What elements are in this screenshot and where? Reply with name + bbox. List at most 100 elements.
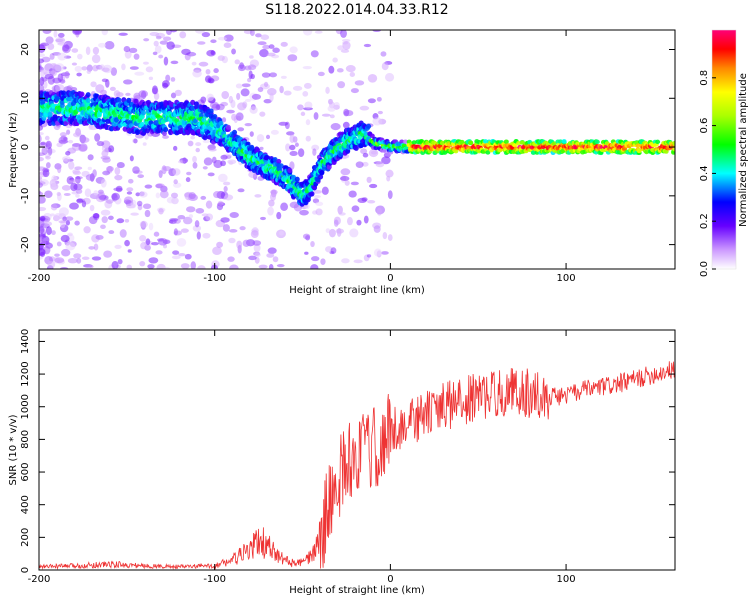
heatmap-cell (672, 141, 675, 147)
heatmap-cell (59, 132, 68, 137)
heatmap-cell (636, 148, 642, 154)
heatmap-cell (303, 82, 312, 89)
heatmap-cell (259, 49, 269, 58)
heatmap-cell (257, 41, 267, 46)
heatmap-cell (192, 69, 202, 78)
heatmap-cell (262, 44, 270, 50)
heatmap-cell (272, 157, 278, 163)
heatmap-cell (305, 203, 310, 210)
heatmap-cell (181, 48, 191, 56)
heatmap-cell (269, 192, 276, 202)
heatmap-cell (90, 81, 97, 88)
heatmap-cell (267, 206, 274, 216)
heatmap-cell (671, 150, 675, 155)
heatmap-cell (174, 89, 182, 97)
heatmap-cell (170, 92, 177, 99)
heatmap-cell (252, 240, 262, 246)
heatmap-cell (359, 105, 370, 111)
heatmap-cell (166, 30, 172, 36)
heatmap-cell (84, 188, 92, 198)
heatmap-cell (289, 150, 298, 157)
heatmap-cell (39, 58, 45, 64)
heatmap-cell (117, 259, 123, 265)
heatmap-cell (330, 123, 341, 131)
heatmap-cell (223, 194, 234, 201)
heatmap-cell (153, 231, 160, 237)
heatmap-cell (134, 71, 145, 76)
heatmap-cell (62, 45, 71, 54)
heatmap-cell (340, 49, 350, 53)
heatmap-cell (318, 174, 324, 180)
heatmap-cell (58, 220, 67, 224)
heatmap-cell (185, 177, 191, 183)
heatmap-cell (74, 65, 83, 73)
heatmap-cell (96, 141, 105, 147)
heatmap-cell (387, 234, 393, 242)
heatmap-cell (321, 165, 327, 171)
heatmap-cell (92, 169, 97, 178)
heatmap-cell (335, 228, 345, 234)
heatmap-cell (39, 66, 43, 71)
heatmap-cell (202, 139, 211, 144)
heatmap-cell (200, 195, 207, 200)
heatmap-cell (123, 79, 133, 85)
heatmap-cell (113, 90, 121, 98)
heatmap-cell (185, 206, 196, 213)
heatmap-cell (468, 140, 474, 145)
heatmap-cell (380, 51, 387, 57)
heatmap-cell (250, 73, 255, 80)
heatmap-cell (71, 48, 79, 53)
heatmap-cell (67, 257, 78, 264)
heatmap-cell (266, 52, 276, 57)
heatmap-cell (255, 33, 262, 38)
heatmap-cell (85, 97, 91, 103)
heatmap-cell (260, 34, 270, 41)
heatmap-cell (71, 62, 78, 66)
heatmap-cell (333, 102, 340, 110)
heatmap-cell (289, 144, 296, 151)
heatmap-cell (45, 155, 51, 160)
heatmap-cell (381, 156, 391, 165)
heatmap-cell (95, 84, 105, 93)
heatmap-cell (158, 208, 164, 215)
heatmap-cell (309, 191, 315, 197)
heatmap-cell (155, 250, 163, 255)
heatmap-cell (162, 82, 169, 89)
heatmap-cell (228, 237, 236, 244)
heatmap-cell (116, 162, 125, 169)
heatmap-cell (289, 161, 295, 170)
colorbar-ticks: 0.0 0.2 0.4 0.6 0.8 (699, 70, 716, 277)
heatmap-cell (171, 255, 181, 260)
heatmap-cell (453, 148, 459, 154)
heatmap-cell (235, 83, 243, 89)
heatmap-cell (188, 192, 196, 200)
heatmap-cell (39, 156, 44, 162)
heatmap-cell (223, 34, 234, 42)
heatmap-cell (152, 51, 158, 56)
heatmap-cell (142, 142, 147, 146)
heatmap-cell (272, 47, 280, 53)
heatmap-cell (65, 151, 71, 156)
heatmap-cell (115, 185, 123, 193)
snr-xtick-label: 0 (387, 574, 393, 585)
heatmap-cell (237, 64, 246, 72)
heatmap-cell (220, 154, 228, 160)
snr-ytick-label: 1200 (20, 361, 31, 386)
heatmap-cell (57, 52, 67, 61)
heatmap-cell (236, 240, 243, 249)
heatmap-cell (228, 229, 238, 233)
heatmap-cell (144, 184, 153, 189)
heatmap-cell (338, 212, 346, 216)
heatmap-cell (205, 200, 213, 209)
heatmap-cell (101, 30, 109, 36)
snr-xtick-label: 100 (557, 574, 576, 585)
heatmap-cell (80, 137, 90, 143)
heatmap-cell (55, 84, 65, 92)
heatmap-cell (203, 157, 213, 166)
heatmap-cell (83, 226, 91, 234)
heatmap-cell (182, 157, 187, 164)
spectrogram-ytick-label: -20 (20, 236, 31, 252)
heatmap-cell (136, 200, 143, 207)
heatmap-cell (92, 46, 100, 55)
